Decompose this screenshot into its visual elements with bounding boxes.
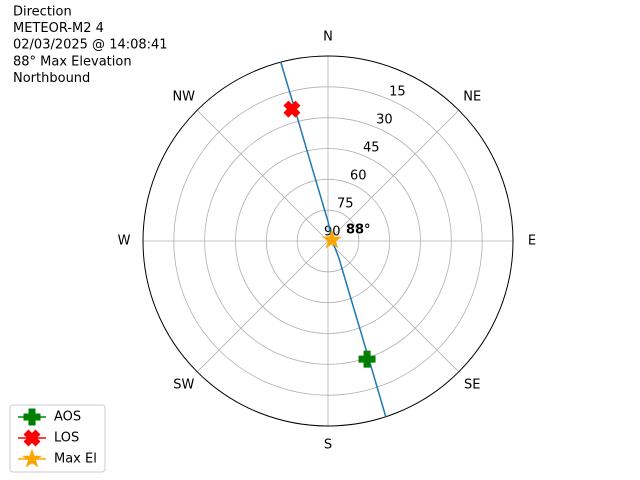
radial-tick-label: 60 bbox=[350, 169, 367, 184]
marker-x bbox=[23, 429, 41, 447]
radial-tick-label: 45 bbox=[363, 141, 380, 156]
annotation: 88° bbox=[346, 222, 371, 237]
direction-label: SE bbox=[464, 378, 480, 393]
legend-label: AOS bbox=[54, 410, 81, 425]
marker-x bbox=[283, 100, 301, 118]
grid-ring bbox=[296, 209, 360, 273]
title-line: 88° Max Elevation bbox=[13, 54, 132, 69]
legend-label: Max El bbox=[54, 452, 97, 467]
legend: AOS LOS Max El bbox=[9, 404, 106, 473]
grid-ring bbox=[265, 178, 391, 304]
radial-tick-label: 15 bbox=[389, 85, 406, 100]
direction-label: NW bbox=[172, 89, 195, 104]
marker-plus bbox=[358, 350, 376, 368]
title-line: METEOR-M2 4 bbox=[13, 21, 104, 36]
grid-ring bbox=[235, 148, 421, 334]
direction-label: NE bbox=[463, 89, 481, 104]
grid-ring bbox=[204, 117, 452, 365]
polar-frame bbox=[142, 55, 514, 427]
grid-ring bbox=[173, 86, 483, 396]
direction-label: SW bbox=[173, 378, 194, 393]
direction-label: W bbox=[118, 234, 131, 249]
direction-label: N bbox=[323, 30, 333, 45]
title-line: Northbound bbox=[13, 71, 90, 86]
marker-star bbox=[321, 229, 342, 249]
radial-tick-label: 75 bbox=[337, 196, 354, 211]
radial-tick-label: 30 bbox=[376, 113, 393, 128]
legend-label: LOS bbox=[54, 431, 79, 446]
title-line: 02/03/2025 @ 14:08:41 bbox=[13, 38, 168, 53]
direction-label: E bbox=[528, 234, 536, 249]
marker-plus bbox=[23, 408, 41, 426]
title-line: Direction bbox=[13, 5, 72, 20]
direction-label: S bbox=[324, 438, 332, 453]
marker-star bbox=[21, 448, 43, 468]
